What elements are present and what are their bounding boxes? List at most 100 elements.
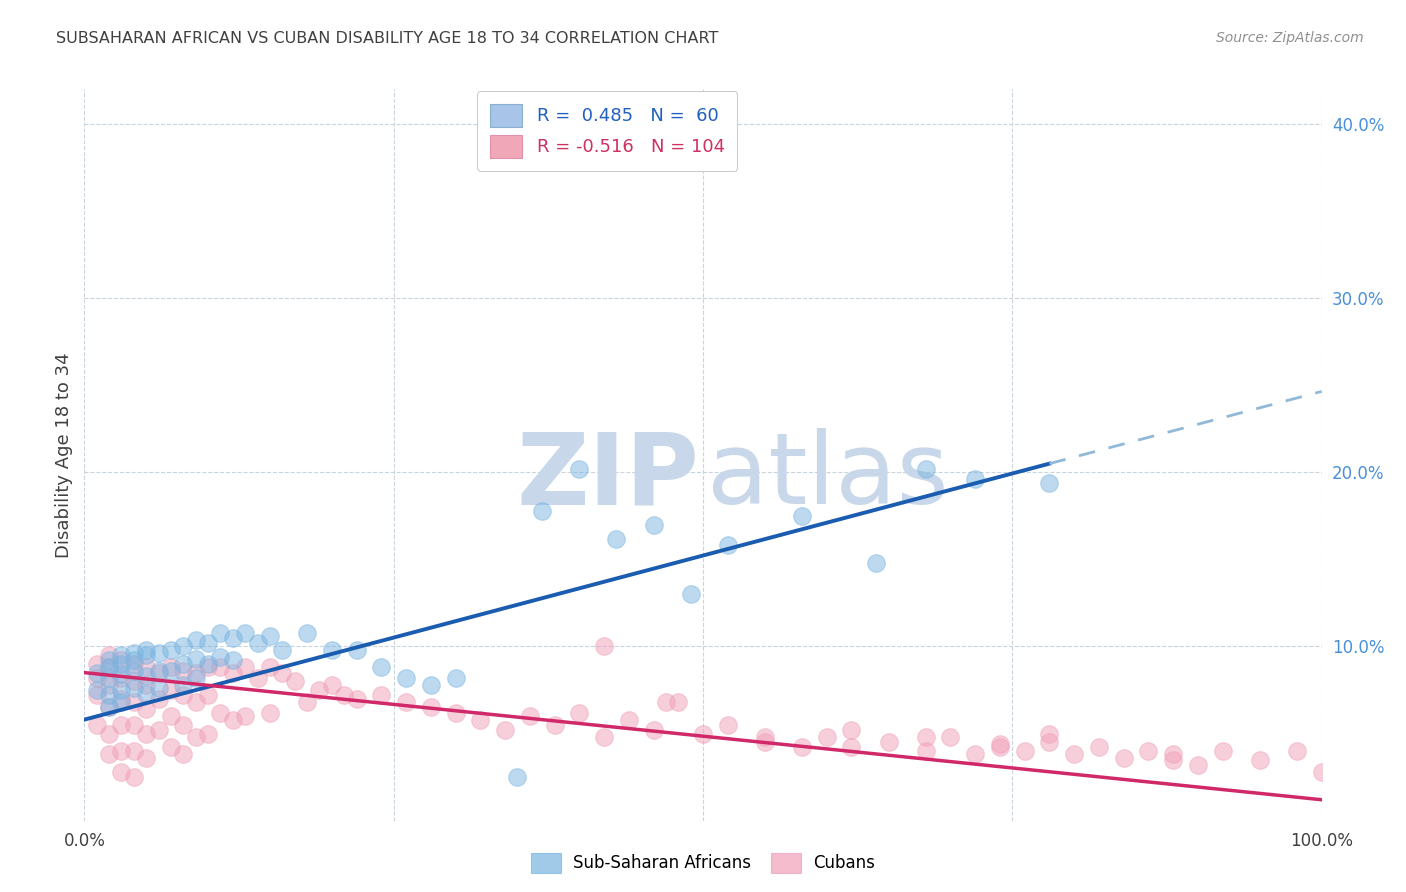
Point (148, 664, 170, 678)
Point (184, 671, 207, 685)
Point (1161, 753, 1184, 767)
Point (160, 660, 183, 674)
Point (1088, 740, 1111, 755)
Point (419, 700, 441, 714)
Point (110, 718, 132, 732)
Point (346, 691, 368, 706)
Point (184, 665, 207, 680)
Point (246, 636, 269, 650)
Point (271, 665, 294, 680)
Point (790, 508, 813, 523)
Point (333, 688, 356, 702)
Point (1014, 744, 1036, 758)
Point (568, 462, 591, 476)
Point (122, 674, 145, 689)
Point (395, 695, 418, 709)
Point (172, 718, 194, 732)
Point (877, 735, 900, 749)
Point (122, 653, 145, 667)
Point (110, 648, 132, 663)
Point (295, 695, 318, 709)
Y-axis label: Disability Age 18 to 34: Disability Age 18 to 34 (55, 352, 73, 558)
Point (197, 688, 219, 702)
Point (86, 665, 108, 680)
Point (841, 723, 863, 737)
Point (444, 706, 467, 720)
Point (754, 730, 776, 744)
Point (98, 660, 121, 674)
Point (110, 683, 132, 698)
Point (122, 770, 145, 784)
Point (506, 770, 529, 784)
Point (197, 660, 219, 674)
Point (172, 747, 194, 762)
Legend: Sub-Saharan Africans, Cubans: Sub-Saharan Africans, Cubans (524, 847, 882, 880)
Point (110, 671, 132, 685)
Point (135, 660, 157, 674)
Point (617, 713, 640, 727)
Point (419, 678, 441, 692)
Point (122, 718, 145, 732)
Point (233, 709, 256, 723)
Point (259, 629, 281, 643)
Point (110, 744, 132, 758)
Point (494, 723, 516, 737)
Point (815, 730, 838, 744)
Point (1063, 747, 1085, 762)
Point (790, 740, 813, 755)
Point (865, 556, 887, 570)
Point (197, 636, 219, 650)
Point (259, 706, 281, 720)
Point (135, 726, 157, 740)
Point (841, 740, 863, 755)
Point (122, 695, 145, 709)
Point (531, 503, 554, 517)
Point (1161, 747, 1184, 762)
Point (122, 647, 145, 661)
Point (135, 751, 157, 765)
Point (98, 726, 121, 740)
Point (370, 688, 392, 702)
Point (605, 532, 627, 546)
Point (160, 740, 183, 755)
Point (233, 625, 256, 640)
Point (519, 709, 541, 723)
Point (148, 681, 170, 696)
Point (470, 713, 492, 727)
Point (284, 674, 307, 689)
Point (172, 640, 194, 654)
Point (160, 643, 183, 657)
Point (110, 764, 132, 779)
Point (1112, 751, 1135, 765)
Point (98, 700, 121, 714)
Point (655, 695, 678, 709)
Point (643, 517, 665, 532)
Point (209, 706, 232, 720)
Point (643, 723, 665, 737)
Point (135, 702, 157, 716)
Point (209, 625, 232, 640)
Point (98, 660, 121, 674)
Point (395, 671, 418, 685)
Point (98, 648, 121, 663)
Point (172, 657, 194, 671)
Point (110, 691, 132, 706)
Point (593, 640, 616, 654)
Point (197, 726, 219, 740)
Point (1038, 735, 1060, 749)
Point (246, 671, 269, 685)
Point (965, 747, 987, 762)
Point (122, 657, 145, 671)
Point (1038, 726, 1060, 740)
Point (184, 632, 207, 647)
Point (346, 643, 368, 657)
Point (939, 730, 962, 744)
Point (184, 730, 207, 744)
Point (692, 726, 714, 740)
Point (568, 706, 591, 720)
Point (444, 671, 467, 685)
Point (321, 643, 343, 657)
Point (122, 744, 145, 758)
Point (172, 678, 194, 692)
Point (184, 695, 207, 709)
